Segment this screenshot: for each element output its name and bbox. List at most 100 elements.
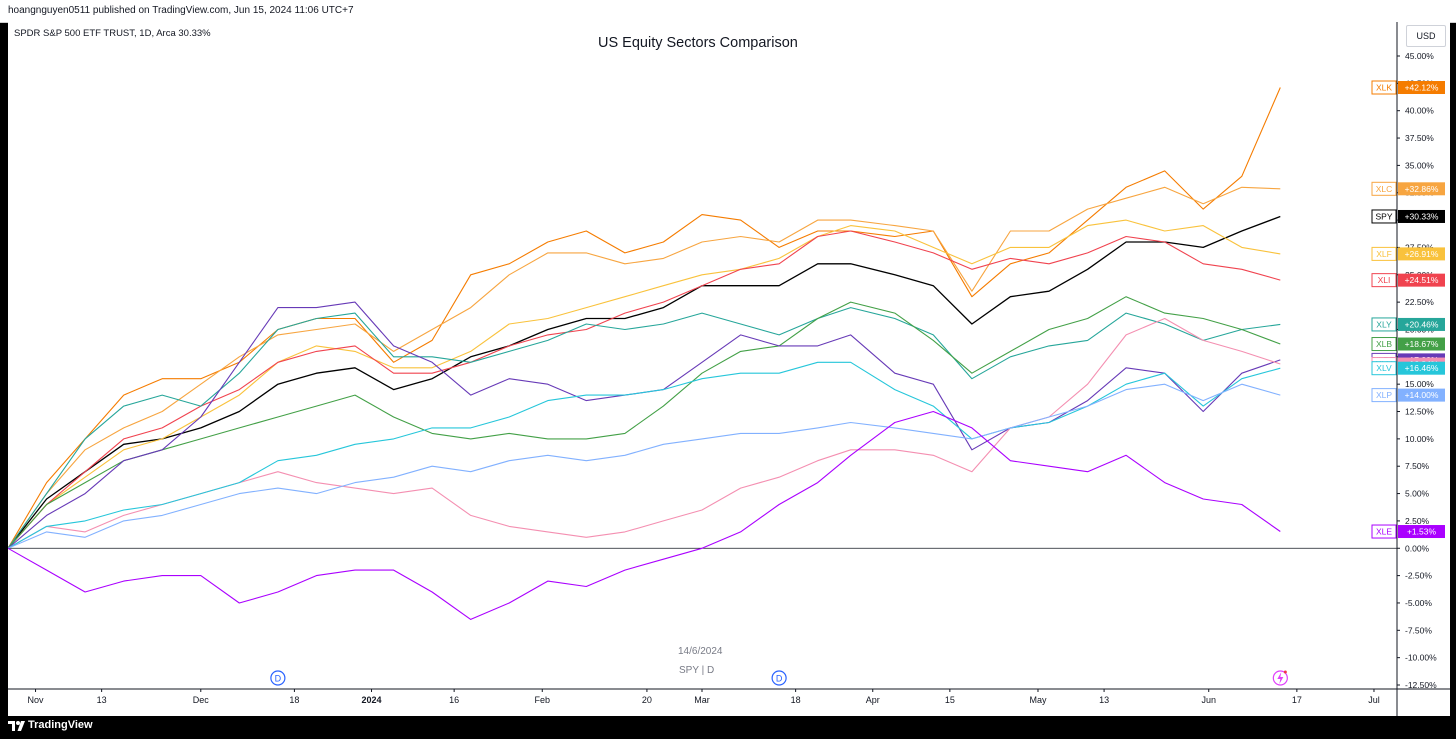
y-tick-label: 15.00% xyxy=(1405,379,1434,389)
x-tick-label: 18 xyxy=(289,695,299,705)
series-line-xle xyxy=(8,410,1281,620)
series-value-box xyxy=(1398,247,1445,261)
series-value-box xyxy=(1398,317,1445,331)
x-tick-label: 13 xyxy=(1099,695,1109,705)
y-tick-label: 10.00% xyxy=(1405,434,1434,444)
y-tick-label: 40.00% xyxy=(1405,106,1434,116)
series-name-box xyxy=(1371,181,1397,196)
series-value-box xyxy=(1398,81,1445,95)
y-tick-label: -12.50% xyxy=(1405,680,1437,690)
series-line-xlp xyxy=(8,383,1281,549)
series-label-xlc: XLC +32.86% xyxy=(1371,181,1445,196)
series-value-box xyxy=(1398,525,1445,539)
x-tick-label: 15 xyxy=(945,695,955,705)
y-tick-label: 12.50% xyxy=(1405,407,1434,417)
series-value-box xyxy=(1398,388,1445,402)
tradingview-logo-icon[interactable] xyxy=(8,718,26,734)
symbol-legend[interactable]: SPDR S&P 500 ETF TRUST, 1D, Arca 30.33% xyxy=(14,28,211,39)
series-name: XLP xyxy=(1376,390,1392,400)
series-value-box xyxy=(1398,182,1445,196)
x-tick-label: Apr xyxy=(866,695,880,705)
symbol-stamp: SPY | D xyxy=(679,665,715,676)
series-label-xlv: XLV +16.46% xyxy=(1371,361,1445,376)
series-name-box xyxy=(1371,273,1397,288)
x-tick-label: Dec xyxy=(193,695,210,705)
series-name: XLE xyxy=(1376,527,1392,537)
x-tick-label: 16 xyxy=(449,695,459,705)
x-tick-label: Mar xyxy=(694,695,710,705)
series-value: +20.46% xyxy=(1405,319,1439,329)
chart-title: US Equity Sectors Comparison xyxy=(598,35,798,51)
x-tick-label: Jun xyxy=(1201,695,1216,705)
tradingview-brand[interactable]: TradingView xyxy=(28,719,93,731)
series-label-xle: XLE +1.53% xyxy=(1371,524,1445,539)
y-tick-label: 35.00% xyxy=(1405,160,1434,170)
series-value: +1.53% xyxy=(1407,527,1437,537)
lightning-dot xyxy=(1283,670,1287,674)
chart-area[interactable]: 45.00%42.50%40.00%37.50%35.00%32.50%30.0… xyxy=(8,22,1450,716)
series-name-box xyxy=(1371,317,1397,332)
x-tick-label: 17 xyxy=(1292,695,1302,705)
series-value: +32.86% xyxy=(1405,184,1439,194)
y-tick-label: 22.50% xyxy=(1405,297,1434,307)
earnings-marker xyxy=(1272,670,1288,686)
dividend-icon xyxy=(270,670,286,686)
x-tick-label: 13 xyxy=(97,695,107,705)
series-label-xlf: XLF +26.91% xyxy=(1371,246,1445,261)
x-tick-label: 2024 xyxy=(362,695,382,705)
series-label-xly: XLY +20.46% xyxy=(1371,317,1445,332)
series-label-xlk: XLK +42.12% xyxy=(1371,80,1445,95)
y-tick-label: -7.50% xyxy=(1405,625,1432,635)
x-tick-label: May xyxy=(1029,695,1047,705)
y-tick-label: 0.00% xyxy=(1405,543,1430,553)
series-value: +24.51% xyxy=(1405,275,1439,285)
series-line-xli xyxy=(8,230,1281,549)
series-name-box xyxy=(1371,209,1397,224)
y-tick-label: 7.50% xyxy=(1405,461,1430,471)
chart-svg[interactable]: 45.00%42.50%40.00%37.50%35.00%32.50%30.0… xyxy=(8,22,1450,716)
series-name: XLI xyxy=(1378,275,1391,285)
dividend-icon xyxy=(771,670,787,686)
series-line-xlu xyxy=(8,317,1281,549)
series-line-xlb xyxy=(8,296,1281,549)
series-value-box xyxy=(1398,361,1445,375)
publish-header: hoangnguyen0511 published on TradingView… xyxy=(0,0,1456,23)
x-tick-label: 18 xyxy=(791,695,801,705)
series-value: +14.00% xyxy=(1405,390,1439,400)
series-value: +26.91% xyxy=(1405,249,1439,259)
series-name-box xyxy=(1371,361,1397,376)
series-name: XLY xyxy=(1376,319,1392,329)
x-tick-label: Feb xyxy=(535,695,551,705)
lightning-icon xyxy=(1277,672,1284,684)
series-label-xlp: XLP +14.00% xyxy=(1371,388,1445,403)
x-tick-label: 20 xyxy=(642,695,652,705)
series-name-box xyxy=(1371,246,1397,261)
series-value-box xyxy=(1398,273,1445,287)
series-value: +42.12% xyxy=(1405,83,1439,93)
series-name-box xyxy=(1371,524,1397,539)
y-tick-label: -5.00% xyxy=(1405,598,1432,608)
currency-button[interactable]: USD xyxy=(1406,25,1446,47)
series-label-xli: XLI +24.51% xyxy=(1371,273,1445,288)
series-value-box xyxy=(1398,337,1445,351)
series-value: +16.46% xyxy=(1405,363,1439,373)
y-tick-label: 2.50% xyxy=(1405,516,1430,526)
y-tick-label: 45.00% xyxy=(1405,51,1434,61)
series-label-xlb: XLB +18.67% xyxy=(1371,337,1445,352)
series-name: XLB xyxy=(1376,339,1392,349)
series-name-box xyxy=(1371,80,1397,95)
series-value: +30.33% xyxy=(1405,211,1439,221)
series-value-box xyxy=(1398,209,1445,223)
dividend-label: D xyxy=(275,674,282,684)
series-name-box xyxy=(1371,388,1397,403)
series-name-box xyxy=(1371,337,1397,352)
publish-info: hoangnguyen0511 published on TradingView… xyxy=(8,5,354,16)
dividend-label: D xyxy=(776,674,783,684)
series-name: SPY xyxy=(1375,211,1392,221)
x-tick-label: Jul xyxy=(1368,695,1380,705)
y-tick-label: 5.00% xyxy=(1405,489,1430,499)
series-label-spy: SPY +30.33% xyxy=(1371,209,1445,224)
series-name: XLC xyxy=(1376,184,1393,194)
series-line-xlf xyxy=(8,219,1281,549)
